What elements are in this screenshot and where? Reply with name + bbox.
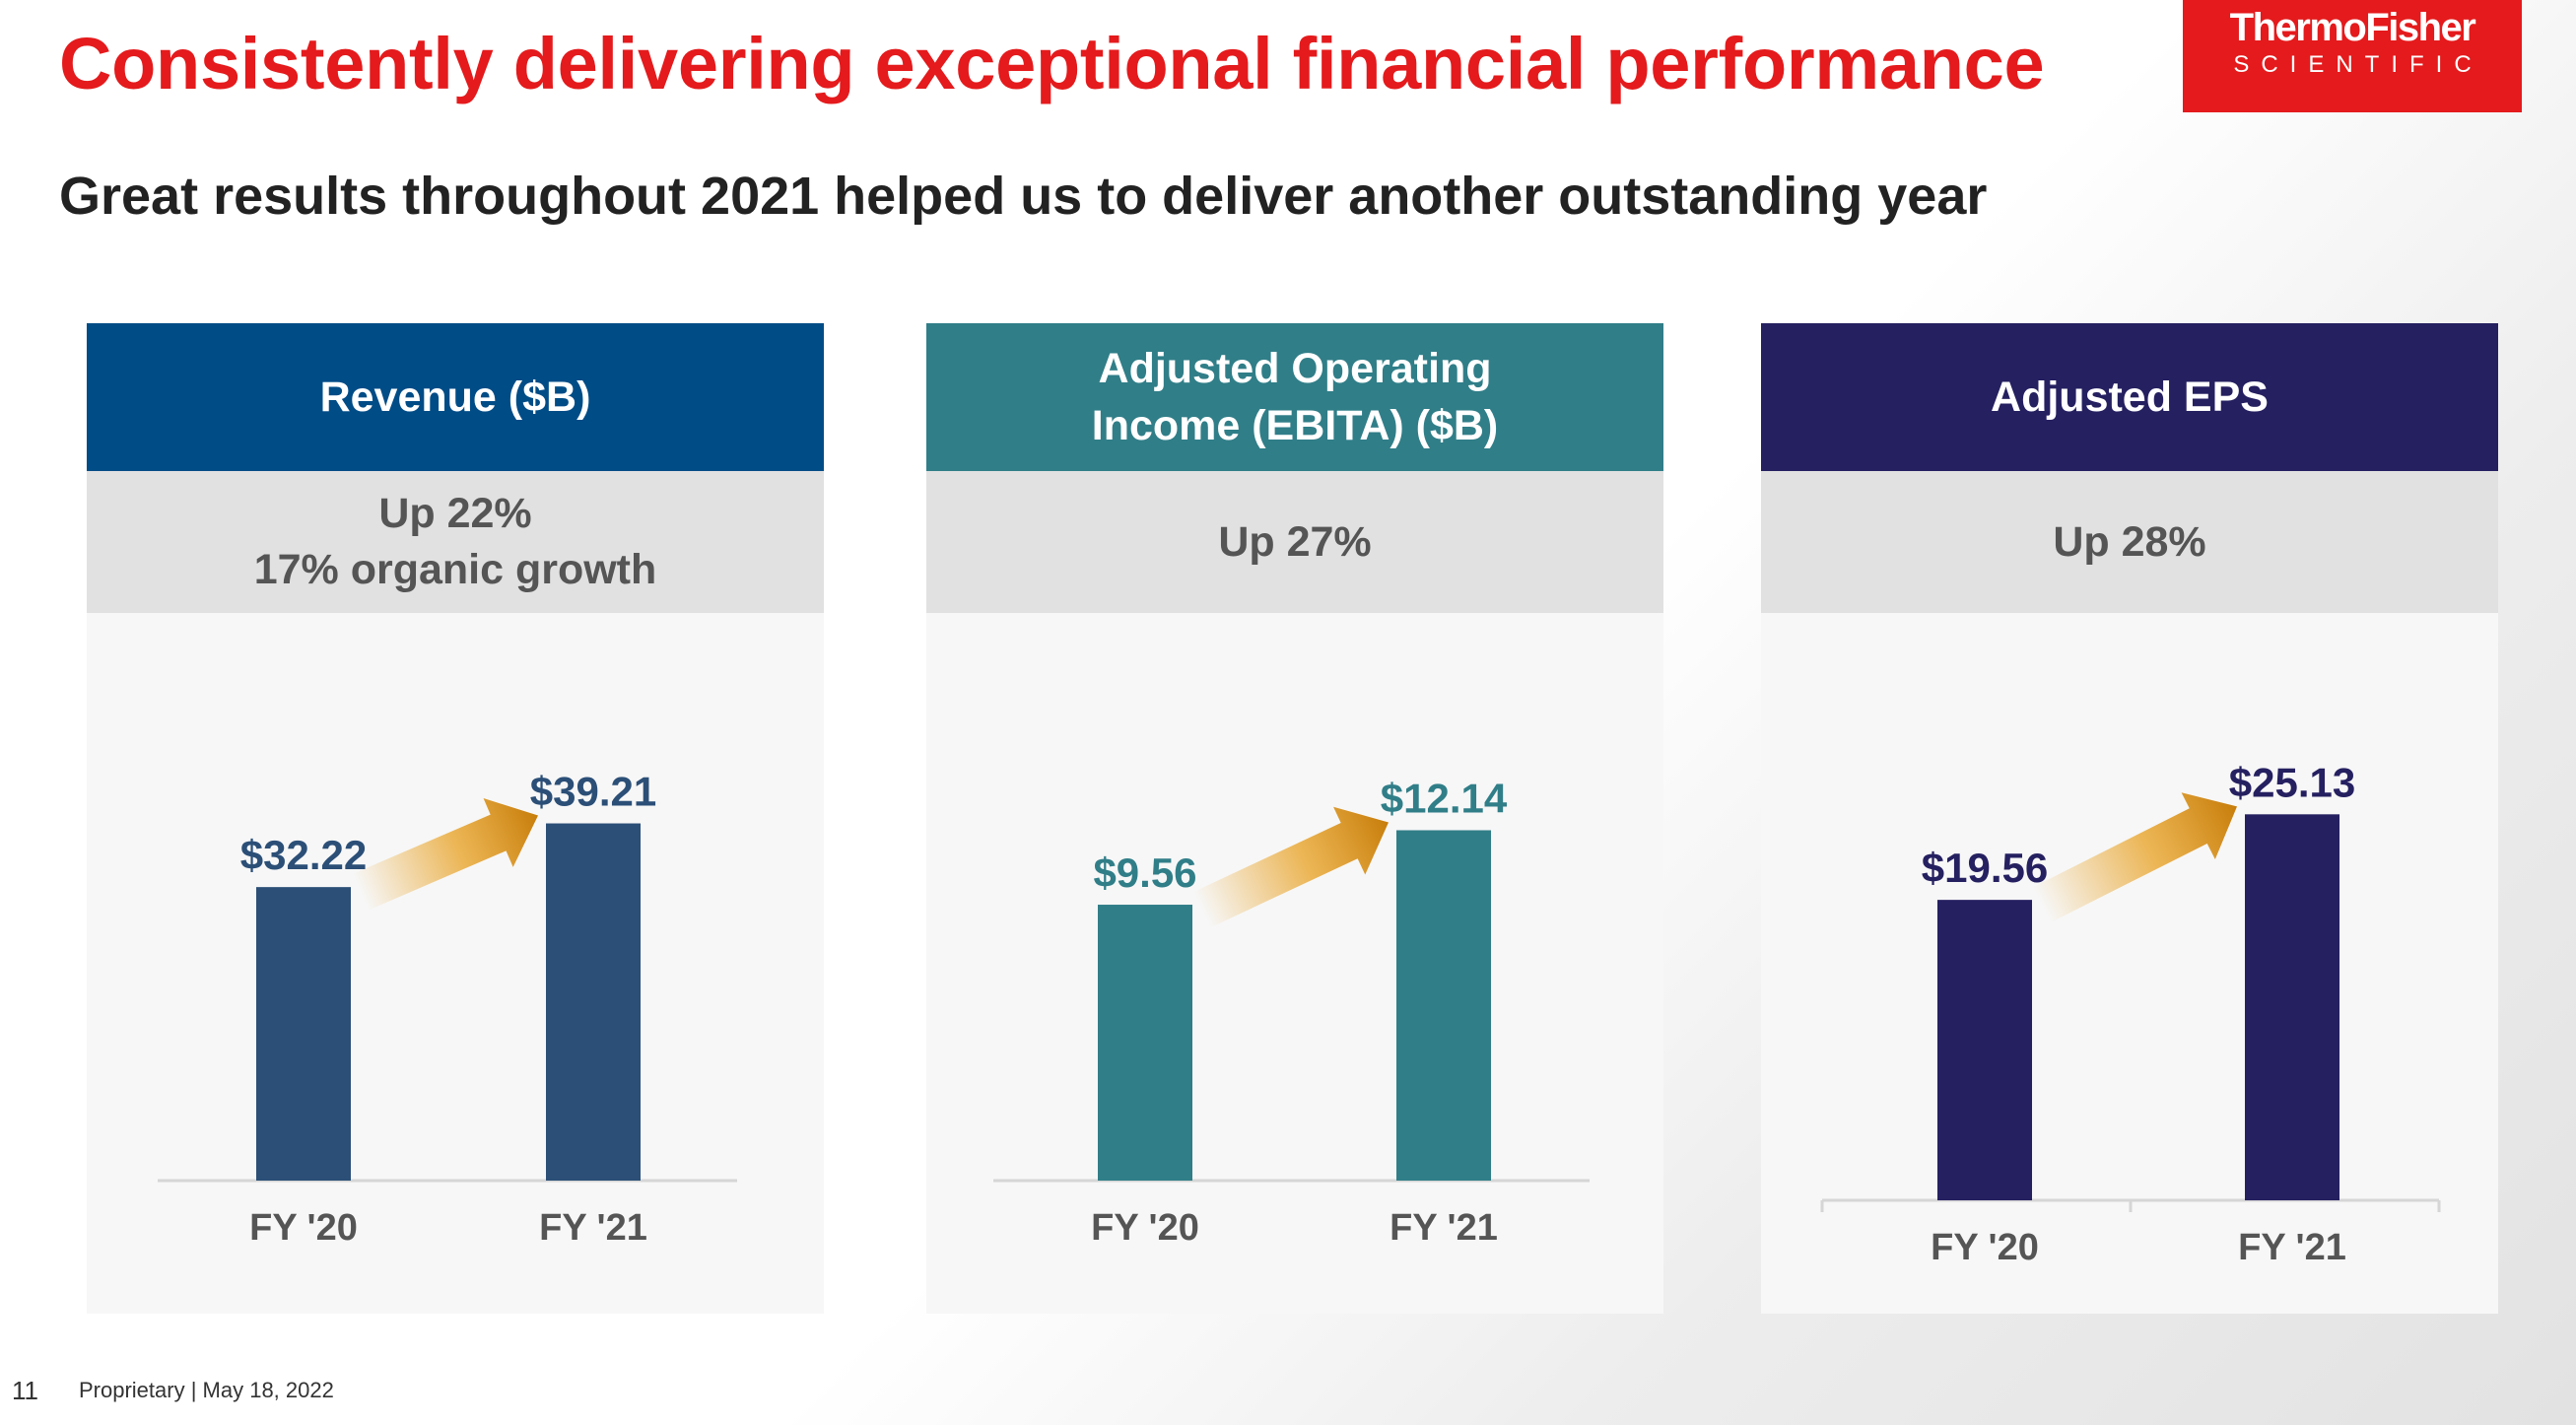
ebita-value-label-1: $12.14 <box>1381 775 1508 821</box>
ebita-category-label-0: FY '20 <box>1091 1207 1199 1249</box>
eps-bar-0 <box>1937 900 2032 1200</box>
footer-text: Proprietary | May 18, 2022 <box>79 1378 334 1402</box>
revenue-growth-arrow <box>353 798 538 911</box>
ebita-value-label-0: $9.56 <box>1093 849 1196 896</box>
page-subtitle: Great results throughout 2021 helped us … <box>59 167 1988 226</box>
eps-value-label-0: $19.56 <box>1922 845 2048 891</box>
ebita-growth-text: Up 27% <box>1218 517 1372 566</box>
ebita-growth-box: Up 27% <box>926 471 1663 613</box>
eps-growth-box: Up 28% <box>1761 471 2498 613</box>
revenue-value-label-0: $32.22 <box>240 832 367 878</box>
logo-brand: ThermoFisher <box>2229 6 2476 49</box>
eps-growth-text: Up 28% <box>2053 517 2206 566</box>
ebita-growth-arrow-shape <box>1193 806 1390 928</box>
eps-growth-arrow-shape <box>2032 792 2237 922</box>
revenue-value-label-1: $39.21 <box>530 769 656 815</box>
ebita-panel-header: Adjusted Operating Income (EBITA) ($B) <box>926 323 1663 471</box>
logo-subtitle: SCIENTIFIC <box>2233 51 2483 78</box>
ebita-growth-arrow <box>1193 806 1390 928</box>
revenue-growth-box: Up 22% 17% organic growth <box>87 471 824 613</box>
ebita-bar-1 <box>1396 830 1491 1181</box>
ebita-panel: Adjusted Operating Income (EBITA) ($B) U… <box>926 323 1663 1314</box>
eps-category-label-0: FY '20 <box>1931 1227 2039 1268</box>
ebita-chart: $9.56 FY '20 $12.14 FY '21 <box>993 775 1590 1249</box>
revenue-category-label-0: FY '20 <box>249 1207 358 1249</box>
revenue-growth-text: Up 22% 17% organic growth <box>253 490 657 593</box>
ebita-bar-0 <box>1098 905 1192 1181</box>
revenue-growth-arrow-shape <box>353 798 538 911</box>
revenue-panel-header: Revenue ($B) <box>87 323 824 471</box>
eps-value-label-1: $25.13 <box>2229 759 2355 805</box>
page-number: 11 <box>12 1376 38 1405</box>
revenue-panel: Revenue ($B) Up 22% 17% organic growth $… <box>87 323 824 1314</box>
revenue-category-label-1: FY '21 <box>539 1207 647 1249</box>
revenue-chart: $32.22 FY '20 $39.21 FY '21 <box>158 769 737 1249</box>
revenue-panel-title: Revenue ($B) <box>319 373 591 421</box>
eps-panel: Adjusted EPS Up 28% $19.56 FY '20 $25.13 FY… <box>1761 323 2498 1314</box>
ebita-category-label-1: FY '21 <box>1390 1207 1498 1249</box>
revenue-bar-0 <box>256 887 351 1181</box>
eps-panel-title: Adjusted EPS <box>1991 373 2269 421</box>
revenue-bar-1 <box>546 823 641 1181</box>
eps-bar-1 <box>2245 814 2339 1200</box>
eps-category-label-1: FY '21 <box>2238 1227 2346 1268</box>
eps-chart: $19.56 FY '20 $25.13 FY '21 <box>1820 759 2441 1268</box>
eps-growth-arrow <box>2032 792 2237 922</box>
eps-panel-header: Adjusted EPS <box>1761 323 2498 471</box>
thermo-fisher-logo: ThermoFisher SCIENTIFIC <box>2183 0 2522 112</box>
page-title: Consistently delivering exceptional fina… <box>59 23 2045 104</box>
ebita-panel-title: Adjusted Operating Income (EBITA) ($B) <box>1091 345 1499 449</box>
